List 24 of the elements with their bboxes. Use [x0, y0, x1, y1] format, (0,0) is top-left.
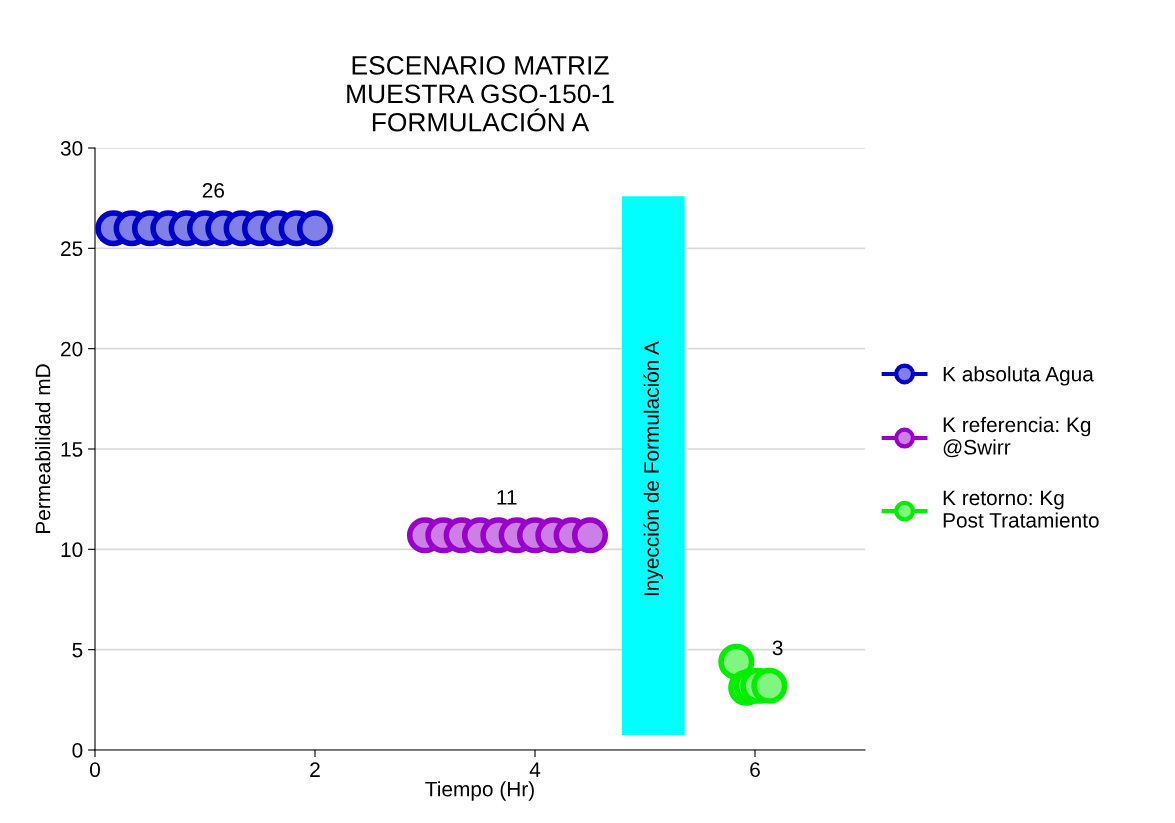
x-axis-title: Tiempo (Hr) [425, 781, 534, 801]
point [296, 210, 334, 247]
y-tick-label: 30 [60, 141, 83, 156]
x-tick-label: 0 [90, 762, 100, 778]
x-tick-label: 2 [310, 762, 320, 777]
y-tick-label: 25 [61, 241, 83, 257]
legend-label: K retorno: Kg Post Tratamiento [943, 490, 1099, 528]
point [571, 517, 609, 554]
y-tick-label: 0 [72, 743, 83, 758]
annotation: 3 [772, 640, 783, 656]
y-tick-label: 5 [72, 642, 83, 658]
legend-label: K referencia: Kg @Swirr [943, 416, 1091, 458]
annotation: 26 [202, 183, 225, 198]
y-tick-label: 20 [61, 341, 83, 357]
x-tick-label: 6 [750, 762, 760, 778]
y-axis-title: Permeabilidad mD [35, 364, 51, 533]
annotation: 11 [497, 490, 517, 505]
point [751, 667, 788, 704]
chart-title: ESCENARIO MATRIZ MUESTRA GSO-150-1 FORMULACIÓN A [347, 56, 614, 132]
band-label: Inyección de Formulación A [643, 341, 664, 596]
x-tick-label: 4 [529, 762, 541, 777]
y-tick-label: 15 [61, 442, 83, 457]
legend-label: K absoluta Agua [943, 366, 1094, 386]
y-tick-label: 10 [61, 542, 83, 558]
